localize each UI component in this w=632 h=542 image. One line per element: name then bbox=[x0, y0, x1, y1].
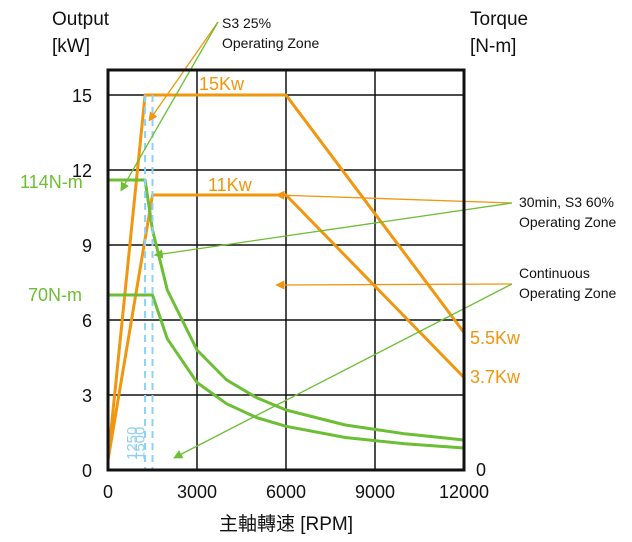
annotation-arrow bbox=[153, 202, 513, 259]
y-tick-label: 6 bbox=[82, 311, 92, 331]
right-axis-zero-label: 0 bbox=[476, 460, 486, 480]
y-tick-label: 9 bbox=[82, 236, 92, 256]
x-axis-title: 主軸轉速 [RPM] bbox=[219, 513, 353, 535]
grid bbox=[108, 70, 464, 470]
annotation-s3-25-line2: Operating Zone bbox=[222, 35, 319, 51]
annotation-arrows bbox=[120, 21, 513, 459]
label-11kw: 11Kw bbox=[208, 175, 253, 195]
x-tick-label: 6000 bbox=[266, 482, 306, 502]
annotation-s3-60-line1: 30min, S3 60% bbox=[519, 194, 614, 210]
left-axis-title-line1: Output bbox=[52, 9, 110, 30]
right-axis-title-line2: [N-m] bbox=[470, 36, 516, 57]
power-curve bbox=[106, 193, 466, 461]
y-tick-label: 12 bbox=[72, 161, 92, 181]
annotation-arrow bbox=[275, 280, 513, 290]
y-tick-label: 3 bbox=[82, 386, 92, 406]
power-curve bbox=[106, 93, 466, 461]
annotation-s3-60-line2: Operating Zone bbox=[519, 214, 616, 230]
speed-marker-label: 1500 bbox=[132, 427, 149, 460]
x-tick-label: 3000 bbox=[177, 482, 217, 502]
label-70nm: 70N-m bbox=[28, 285, 82, 305]
label-3-7kw: 3.7Kw bbox=[470, 367, 521, 387]
x-tick-label: 0 bbox=[103, 482, 113, 502]
speed-marker-label: 1250 bbox=[124, 427, 141, 460]
label-5-5kw: 5.5Kw bbox=[470, 328, 521, 348]
torque-curve bbox=[108, 293, 465, 450]
right-axis-title-line1: Torque bbox=[470, 9, 528, 30]
label-114nm: 114N-m bbox=[20, 172, 83, 192]
left-axis-title-line2: [kW] bbox=[52, 36, 90, 57]
y-tick-label: 0 bbox=[82, 461, 92, 481]
y-tick-label: 15 bbox=[72, 86, 92, 106]
plot-frame bbox=[106, 68, 466, 472]
annotation-continuous-line2: Operating Zone bbox=[519, 285, 616, 301]
torque-curve bbox=[108, 178, 465, 442]
annotation-continuous-line1: Continuous bbox=[519, 265, 590, 281]
x-tick-label: 12000 bbox=[439, 482, 489, 502]
series-group bbox=[106, 93, 466, 461]
label-15kw: 15Kw bbox=[199, 74, 245, 94]
x-tick-label: 9000 bbox=[355, 482, 395, 502]
annotation-s3-25-line1: S3 25% bbox=[222, 15, 271, 31]
annotation-arrow bbox=[120, 21, 219, 192]
annotation-arrow bbox=[173, 283, 513, 459]
annotation-arrow bbox=[275, 190, 513, 204]
